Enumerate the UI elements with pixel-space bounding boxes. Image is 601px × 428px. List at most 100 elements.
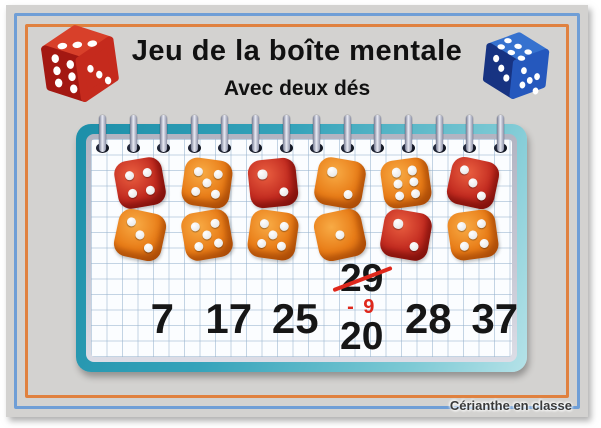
die-pip (475, 190, 487, 202)
ring-loop (374, 115, 382, 152)
spiral-ring-icon (187, 115, 201, 155)
ring-loop (221, 115, 229, 152)
die-pip (393, 218, 404, 230)
grid-paper: 7 17 25 (91, 139, 518, 357)
die-orange-1 (311, 206, 369, 264)
spiral-ring-icon (96, 115, 109, 155)
ring-loop (252, 115, 260, 152)
die-pip (342, 188, 353, 200)
ring-loop (160, 115, 168, 152)
worked-number-cell: 29 - 9 20 (329, 259, 396, 359)
die-pip (393, 178, 404, 190)
blue-die-icon (478, 27, 554, 110)
die-orange-5 (179, 155, 234, 211)
die-pip (126, 216, 138, 228)
die-pip (256, 238, 267, 249)
die-red-3 (444, 154, 502, 212)
die-orange-5 (246, 207, 301, 263)
die-pip (259, 218, 270, 229)
die-pip (190, 186, 201, 197)
ring-loop (435, 115, 443, 152)
column-2: 17 (174, 155, 252, 361)
ring-loop (313, 115, 321, 152)
die-pip (209, 218, 221, 229)
die-pip (467, 229, 478, 241)
die-pip (279, 221, 290, 232)
die-orange-6 (379, 155, 434, 211)
ring-loop (282, 115, 290, 152)
die-pip (193, 241, 204, 252)
die-pip (212, 169, 224, 180)
die-pip (257, 169, 268, 180)
watermark: Cérianthe en classe (449, 398, 572, 413)
ring-loop (190, 115, 198, 152)
die-pip (458, 164, 470, 176)
ring-loop (496, 115, 504, 152)
column-1: 7 (107, 155, 174, 361)
ring-loop (129, 115, 137, 152)
target-number: 7 (150, 295, 174, 343)
number-cell: 7 (129, 263, 196, 361)
spiral-ring-icon (249, 115, 263, 155)
ring-loop (405, 115, 413, 152)
die-pip (407, 165, 418, 176)
column-6: 37 (440, 154, 518, 361)
die-pip (408, 240, 420, 252)
die-pip (456, 221, 467, 232)
die-pip (326, 166, 338, 178)
notepad-rim: 7 17 25 (86, 134, 518, 362)
column-4: 29 - 9 20 (307, 155, 394, 361)
die-pip (201, 229, 213, 241)
die-orange-3 (111, 206, 169, 264)
number-cell: 17 (196, 263, 263, 361)
spiral-ring-icon (493, 115, 507, 155)
spiral-ring-icon (402, 115, 416, 155)
number-cell: 28 (395, 263, 462, 361)
ring-loop (99, 115, 106, 152)
die-pip (213, 237, 224, 249)
subtraction-operation: - 9 (347, 296, 377, 319)
die-pip (124, 170, 135, 181)
die-pip (278, 186, 289, 197)
die-pip (478, 238, 490, 249)
ring-loop (343, 115, 351, 152)
die-red-4 (112, 155, 169, 211)
die-pip (143, 242, 155, 254)
spiral-ring-icon (432, 115, 446, 155)
die-pip (467, 177, 479, 189)
die-pip (459, 241, 470, 252)
red-die-icon (36, 19, 124, 114)
target-number: 25 (271, 295, 319, 343)
die-pip (201, 177, 212, 189)
spiral-ring-icon (340, 115, 354, 155)
result-number: 20 (340, 315, 384, 359)
spiral-ring-icon (279, 115, 293, 155)
spiral-ring-icon (218, 115, 232, 155)
die-pip (268, 229, 279, 241)
die-orange-5 (178, 207, 235, 263)
die-pip (145, 185, 157, 196)
die-orange-5 (445, 207, 500, 263)
die-pip (142, 167, 153, 178)
die-pip (193, 166, 204, 177)
crossed-out-number: 29 (332, 259, 394, 298)
game-card: Jeu de la boîte mentale Avec deux dés 7 (6, 5, 588, 417)
number-cell: 25 (262, 263, 329, 361)
die-pip (334, 229, 346, 241)
die-pip (189, 221, 201, 233)
die-pip (476, 218, 487, 229)
spiral-ring-icon (157, 115, 171, 155)
dice-number-columns: 7 17 25 (107, 139, 518, 357)
number-cell: 37 (462, 263, 529, 361)
page-subtitle: Avec deux dés (223, 77, 371, 100)
die-pip (134, 229, 146, 241)
page-title: Jeu de la boîte mentale (131, 35, 463, 67)
ring-loop (466, 115, 474, 152)
die-orange-2 (311, 155, 368, 211)
spiral-ring-icon (463, 115, 477, 155)
spiral-ring-icon (310, 115, 324, 155)
column-3: 25 (240, 156, 319, 361)
die-pip (276, 241, 287, 252)
die-pip (210, 189, 221, 200)
die-red-2 (246, 156, 300, 210)
